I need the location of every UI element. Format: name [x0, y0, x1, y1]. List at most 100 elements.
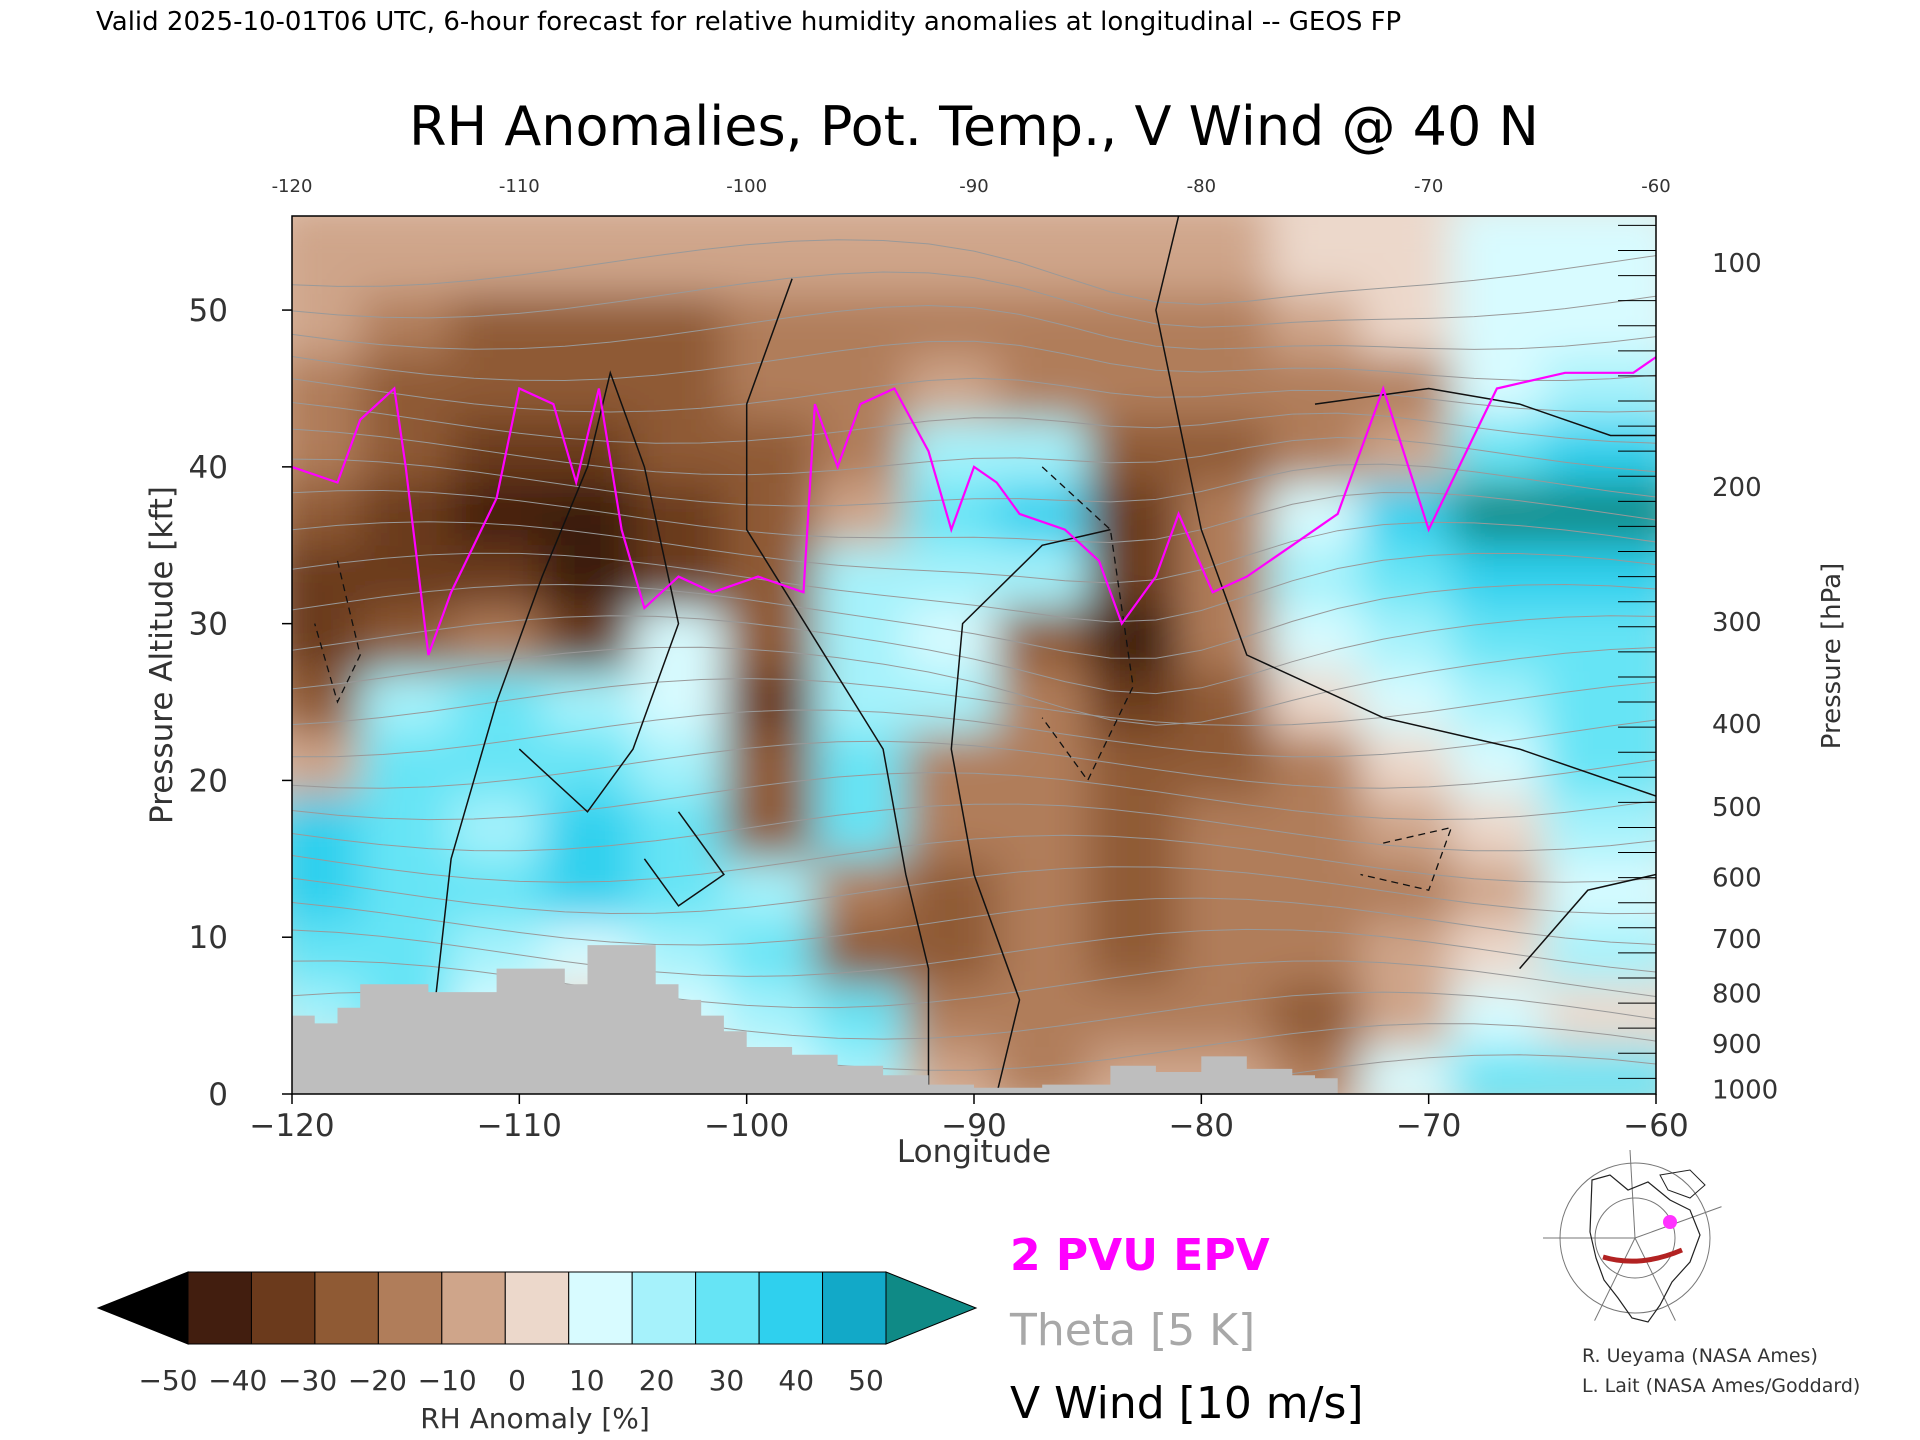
y-axis: 0 10 20 30 40 50	[189, 293, 292, 1113]
map-coastline	[1659, 1169, 1706, 1199]
pressure-tick-label: 500	[1712, 793, 1762, 823]
x-top-tick-label: -80	[1187, 176, 1216, 197]
colorbar-tick-label: −10	[418, 1364, 477, 1397]
map-location-marker	[1663, 1215, 1677, 1229]
theta-isentrope	[292, 239, 1656, 306]
colorbar-tick-label: 10	[569, 1364, 605, 1397]
topography-mask	[292, 945, 1656, 1094]
colorbar-segment	[314, 1271, 379, 1345]
legend-epv: 2 PVU EPV	[1010, 1230, 1270, 1281]
pressure-axis: 100 200 300 400 500 600 700 800 900 1000	[1712, 249, 1778, 1105]
colorbar-label: RH Anomaly [%]	[420, 1402, 650, 1435]
theta-isentrope	[292, 866, 1656, 915]
colorbar-tick-label: −40	[208, 1364, 267, 1397]
x-tick-label: −70	[1396, 1108, 1461, 1144]
v-wind-isotach	[1155, 216, 1656, 797]
colorbar-segment	[631, 1271, 697, 1345]
credit-line-2: L. Lait (NASA Ames/Goddard)	[1582, 1375, 1860, 1397]
y-tick-label: 50	[189, 293, 228, 329]
theta-isentrope	[292, 271, 1656, 328]
rh-anomaly-cell	[1542, 216, 1656, 295]
colorbar-tick-label: 30	[709, 1364, 745, 1397]
map-meridian	[1589, 1237, 1636, 1330]
v-wind-isotach-negative	[314, 560, 361, 704]
colorbar-segment	[250, 1271, 316, 1345]
theta-isentrope	[292, 377, 1656, 413]
theta-isentrope	[292, 740, 1656, 789]
inset-map-background	[1558, 1165, 1754, 1313]
x-top-tick-label: -90	[959, 176, 988, 197]
theta-isentrope	[292, 897, 1656, 946]
pressure-tick-label: 400	[1712, 710, 1762, 740]
theta-isentrope	[292, 552, 1656, 623]
y-axis-label: Pressure Altitude [kft]	[144, 486, 180, 824]
x-top-tick-label: -60	[1641, 176, 1670, 197]
v-wind-contours	[314, 216, 1656, 1094]
chart-title: RH Anomalies, Pot. Temp., V Wind @ 40 N	[409, 95, 1539, 158]
colorbar-segment	[822, 1271, 887, 1345]
v-wind-isotach	[643, 811, 725, 907]
theta-isentrope	[292, 677, 1656, 727]
x-axis: −120 −110 −100 −90 −80 −70 −60	[249, 1094, 1689, 1144]
colorbar-segment	[568, 1271, 633, 1345]
pressure-tick-label: 100	[1712, 249, 1762, 279]
x-tick-label: −90	[941, 1108, 1006, 1144]
theta-isentrope	[292, 834, 1656, 883]
pressure-tick-label: 600	[1712, 864, 1762, 894]
x-top-tick-label: -110	[499, 176, 540, 197]
theta-isentrope	[292, 458, 1656, 507]
y-tick-label: 40	[189, 450, 228, 486]
x-tick-label: −120	[249, 1108, 334, 1144]
v-wind-isotach-negative	[1041, 466, 1134, 782]
legend-theta: Theta [5 K]	[1009, 1305, 1255, 1356]
credit-line-1: R. Ueyama (NASA Ames)	[1582, 1345, 1818, 1367]
plot-area	[291, 215, 1657, 1095]
colorbar-segment	[187, 1271, 252, 1345]
theta-isentrope	[292, 340, 1656, 382]
colorbar-segment	[695, 1271, 760, 1345]
colorbar-tick-label: 40	[778, 1364, 814, 1397]
v-wind-isotach	[427, 370, 680, 1063]
x-top-tick-label: -120	[272, 176, 313, 197]
v-wind-isotach-negative	[1360, 826, 1453, 891]
x-axis-label: Longitude	[897, 1134, 1051, 1170]
v-wind-isotach	[745, 278, 930, 1094]
map-coastline	[1589, 1174, 1701, 1323]
pressure-tick-label: 800	[1712, 980, 1762, 1010]
colorbar-segment	[377, 1271, 443, 1345]
x-axis-top: -120 -110 -100 -90 -80 -70 -60	[272, 176, 1671, 197]
map-cross-section-line	[1602, 1247, 1683, 1264]
theta-isentrope	[292, 709, 1656, 758]
inset-map	[1543, 1146, 1754, 1330]
y-tick-label: 30	[189, 607, 228, 643]
pressure-tick-label: 700	[1712, 925, 1762, 955]
colorbar-over-arrow	[885, 1271, 978, 1345]
v-wind-isotach	[950, 528, 1111, 1094]
x-tick-label: −100	[704, 1108, 789, 1144]
v-wind-isotach	[1314, 387, 1656, 437]
x-tick-label: −60	[1623, 1108, 1688, 1144]
theta-isentrope	[292, 489, 1656, 544]
legend-v-wind: V Wind [10 m/s]	[1010, 1378, 1364, 1429]
theta-isentrope	[292, 521, 1656, 584]
pressure-tick-label: 300	[1712, 608, 1762, 638]
colorbar-tick-label: 0	[508, 1364, 526, 1397]
x-tick-label: −110	[477, 1108, 562, 1144]
theta-contours	[292, 239, 1656, 1094]
theta-isentrope	[292, 772, 1656, 821]
v-wind-isotach	[1519, 873, 1656, 970]
theta-isentrope	[292, 428, 1656, 476]
rh-anomaly-heatmap	[292, 216, 1656, 1094]
pressure-tick-label: 900	[1712, 1030, 1762, 1060]
colorbar-under-arrow	[96, 1271, 189, 1345]
x-tick-label: −80	[1169, 1108, 1234, 1144]
colorbar-tick-label: 50	[848, 1364, 884, 1397]
pressure-tick-label: 200	[1712, 473, 1762, 503]
map-meridian	[1634, 1237, 1681, 1330]
colorbar-segment	[441, 1271, 506, 1345]
colorbar-segment	[758, 1271, 824, 1345]
x-top-tick-label: -70	[1414, 176, 1443, 197]
colorbar-tick-label: −20	[348, 1364, 407, 1397]
epv-2pvu-contour	[292, 356, 1656, 656]
